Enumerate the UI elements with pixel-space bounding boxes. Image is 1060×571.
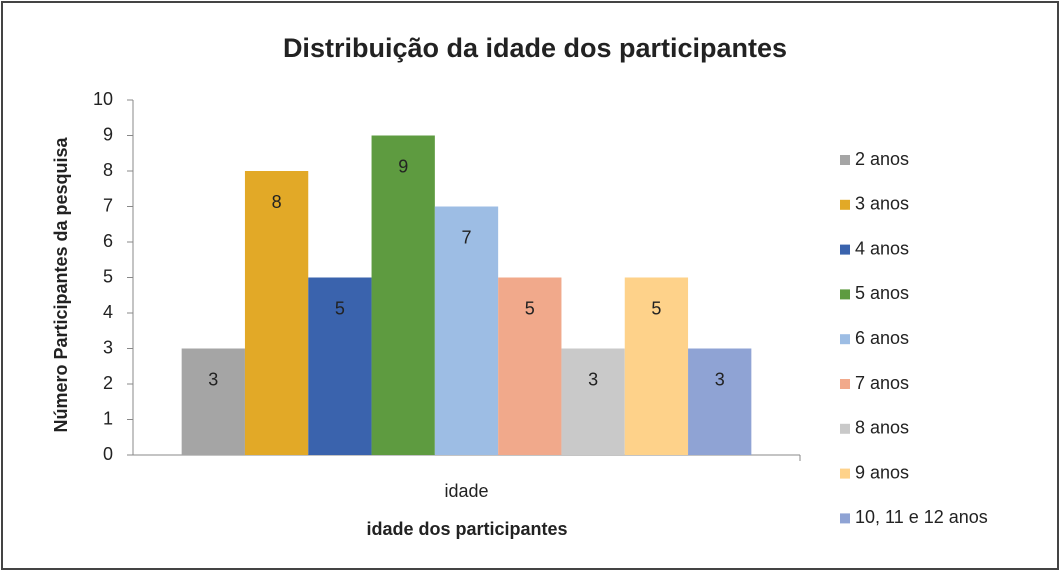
data-label: 3: [208, 369, 218, 389]
legend-label: 6 anos: [855, 328, 909, 348]
y-axis-title: Número Participantes da pesquisa: [51, 136, 71, 432]
bar: [434, 206, 499, 455]
data-label: 7: [461, 227, 471, 247]
y-tick-label: 4: [103, 302, 113, 322]
legend-label: 9 anos: [855, 462, 909, 482]
data-label: 3: [715, 369, 725, 389]
x-axis-title: idade dos participantes: [366, 519, 567, 539]
data-label: 5: [651, 298, 661, 318]
legend-label: 7 anos: [855, 373, 909, 393]
legend-swatch: [840, 289, 850, 300]
y-tick-label: 9: [103, 124, 113, 144]
bar: [308, 277, 372, 455]
legend-swatch: [840, 468, 850, 479]
legend-swatch: [840, 199, 850, 210]
bar: [688, 348, 752, 455]
data-label: 3: [588, 369, 598, 389]
y-tick-label: 6: [103, 231, 113, 251]
y-tick-label: 10: [93, 89, 113, 109]
bar: [371, 135, 435, 455]
bar: [181, 348, 245, 455]
legend-swatch: [840, 334, 850, 345]
y-tick-label: 0: [103, 444, 113, 464]
data-label: 5: [335, 298, 345, 318]
y-tick-label: 8: [103, 160, 113, 180]
bar: [624, 277, 689, 455]
legend-label: 3 anos: [855, 194, 909, 214]
data-label: 9: [398, 156, 408, 176]
legend-label: 8 anos: [855, 418, 909, 438]
chart-title: Distribuição da idade dos participantes: [283, 33, 787, 63]
legend-label: 5 anos: [855, 283, 909, 303]
data-label: 8: [272, 192, 282, 212]
data-label: 5: [525, 298, 535, 318]
y-tick-label: 7: [103, 195, 113, 215]
legend-swatch: [840, 244, 850, 255]
legend-swatch: [840, 423, 850, 434]
legend-swatch: [840, 155, 850, 165]
y-tick-label: 3: [103, 337, 113, 357]
legend-swatch: [840, 513, 850, 524]
x-tick-label: idade: [444, 481, 488, 501]
legend-label: 4 anos: [855, 238, 909, 258]
y-tick-label: 1: [103, 408, 113, 428]
bar: [498, 277, 562, 455]
y-tick-label: 5: [103, 266, 113, 286]
bar: [244, 171, 309, 455]
legend-label: 10, 11 e 12 anos: [855, 507, 988, 527]
bar: [561, 348, 625, 455]
y-tick-label: 2: [103, 373, 113, 393]
legend-swatch: [840, 379, 850, 389]
legend-label: 2 anos: [855, 149, 909, 169]
